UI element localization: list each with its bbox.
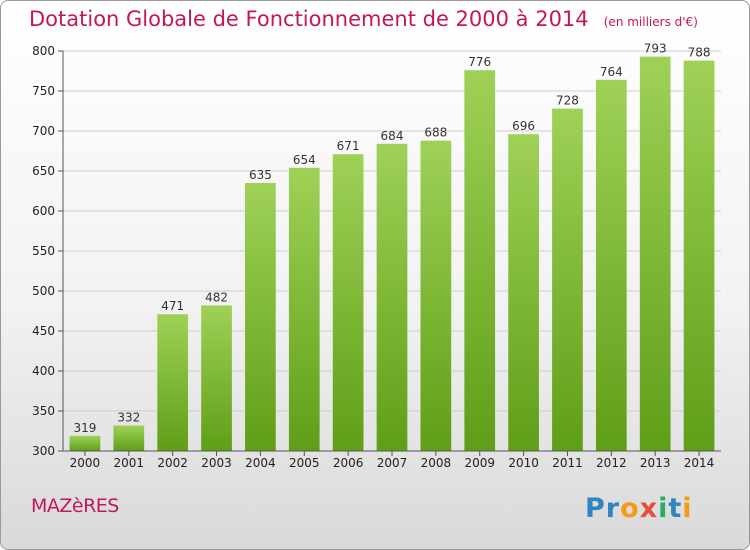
y-tick-label: 300 (32, 444, 55, 458)
bar-2010 (508, 134, 539, 451)
y-tick-label: 600 (32, 204, 55, 218)
bar-2008 (420, 140, 452, 451)
y-tick-label: 700 (32, 124, 55, 138)
x-tick-label-2010: 2010 (508, 456, 539, 470)
bar-layer (69, 56, 715, 452)
x-tick-label-2003: 2003 (201, 456, 232, 470)
value-label-2014: 788 (688, 46, 711, 60)
value-label-2009: 776 (468, 55, 491, 69)
bar-2009 (464, 70, 496, 451)
value-label-2012: 764 (600, 65, 623, 79)
bar-2011 (552, 108, 583, 451)
bar-2007 (376, 143, 408, 452)
value-label-2010: 696 (512, 119, 535, 133)
x-tick-label-2005: 2005 (289, 456, 320, 470)
value-label-2003: 482 (205, 290, 228, 304)
svg-text:Proxiti: Proxiti (585, 493, 693, 523)
label-layer: 319 332 471 482 635 654 671 684 688 776 696 728 764 7… (73, 42, 710, 435)
value-label-2007: 684 (381, 129, 404, 143)
value-label-2006: 671 (337, 139, 360, 153)
x-tick-label-2000: 2000 (70, 456, 101, 470)
bar-2012 (595, 79, 627, 452)
x-tick-label-2014: 2014 (684, 456, 715, 470)
value-label-2011: 728 (556, 94, 579, 108)
value-label-2002: 471 (161, 299, 184, 313)
y-tick-label: 350 (32, 404, 55, 418)
value-label-2008: 688 (424, 126, 447, 140)
y-tick-label: 800 (32, 44, 55, 58)
bar-2004 (245, 183, 276, 451)
bar-2014 (683, 60, 715, 451)
y-tick-label: 750 (32, 84, 55, 98)
commune-name: MAZèRES (31, 495, 119, 517)
value-label-2001: 332 (117, 410, 140, 424)
value-label-2000: 319 (73, 421, 96, 435)
title-row: Dotation Globale de Fonctionnement de 20… (29, 7, 698, 31)
value-label-2013: 793 (644, 42, 667, 56)
value-label-2005: 654 (293, 153, 316, 167)
axis-layer: 300 350 400 450 500 550 600 650 700 750 800 2000 200… (32, 44, 721, 470)
y-tick-label: 500 (32, 284, 55, 298)
bar-2006 (332, 154, 364, 451)
bar-2001 (113, 425, 145, 451)
y-tick-label: 400 (32, 364, 55, 378)
x-tick-label-2006: 2006 (333, 456, 364, 470)
x-tick-label-2004: 2004 (245, 456, 276, 470)
x-tick-label-2008: 2008 (421, 456, 452, 470)
bar-2000 (69, 435, 101, 451)
bar-2013 (639, 56, 671, 451)
bar-2003 (201, 305, 232, 451)
x-tick-label-2009: 2009 (464, 456, 495, 470)
y-tick-label: 450 (32, 324, 55, 338)
y-tick-label: 650 (32, 164, 55, 178)
x-tick-label-2001: 2001 (114, 456, 145, 470)
chart-title: Dotation Globale de Fonctionnement de 20… (29, 7, 589, 31)
x-tick-label-2002: 2002 (157, 456, 188, 470)
proxiti-logo: Proxiti (585, 493, 693, 523)
x-tick-label-2007: 2007 (377, 456, 408, 470)
x-tick-label-2013: 2013 (640, 456, 671, 470)
x-tick-label-2011: 2011 (552, 456, 583, 470)
value-label-2004: 635 (249, 168, 272, 182)
y-tick-label: 550 (32, 244, 55, 258)
chart-subtitle: (en milliers d'€) (603, 15, 698, 29)
bar-2005 (288, 167, 320, 452)
bar-2002 (157, 314, 189, 451)
x-tick-label-2012: 2012 (596, 456, 627, 470)
